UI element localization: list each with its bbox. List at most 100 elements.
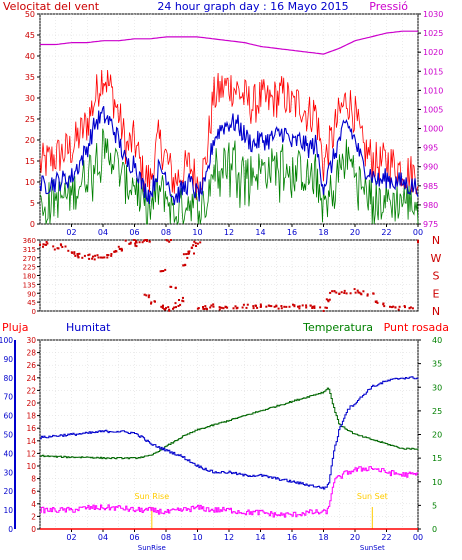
humidity-y-tick-label: 26: [26, 361, 36, 370]
direction-point: [169, 285, 172, 288]
humidity-y-tick-label: 2: [31, 512, 36, 521]
rain-y-tick-label: 0: [8, 525, 13, 534]
wind-y-tick-label: 45: [25, 31, 35, 40]
direction-point: [194, 242, 197, 245]
direction-point: [376, 301, 379, 304]
sunrise-time-label: SunRise: [138, 544, 166, 552]
compass-direction-label: W: [431, 252, 442, 265]
direction-point: [417, 241, 419, 244]
wind-y-tick-label: 0: [30, 220, 35, 229]
temperature-y-tick-label: 40: [432, 336, 442, 345]
direction-point: [150, 301, 153, 304]
direction-point: [93, 258, 96, 261]
temperature-y-tick-label: 10: [432, 478, 442, 487]
temperature-y-tick-label: 25: [432, 407, 442, 416]
temperature-axis-label: Temperatura: [302, 321, 373, 334]
direction-point: [106, 256, 109, 259]
compass-direction-label: S: [433, 270, 440, 283]
wind-y-tick-label: 40: [25, 52, 35, 61]
pressure-series-line: [40, 30, 418, 55]
direction-point: [52, 245, 55, 248]
direction-point: [192, 244, 195, 247]
direction-point: [252, 307, 255, 310]
direction-point: [409, 306, 412, 309]
compass-direction-label: N: [432, 305, 440, 318]
wind-series-wind_min: [39, 128, 419, 226]
direction-point: [186, 256, 189, 259]
direction-point: [178, 299, 180, 301]
humidity-y-tick-label: 18: [26, 412, 36, 421]
direction-point: [349, 292, 352, 295]
direction-point: [53, 248, 56, 251]
direction-point: [333, 290, 336, 293]
direction-point: [160, 305, 163, 308]
wind-x-tick-label: 22: [381, 228, 391, 237]
rain-y-tick-label: 40: [3, 449, 13, 458]
dew-point-series-line: [40, 466, 419, 518]
direction-point: [147, 296, 150, 299]
direction-point: [143, 293, 146, 296]
humidity-y-tick-label: 6: [31, 487, 36, 496]
direction-point: [366, 293, 369, 296]
temperature-series-line: [40, 387, 419, 460]
wind-y-tick-label: 15: [25, 157, 35, 166]
direction-point: [246, 303, 249, 306]
direction-point: [212, 305, 215, 308]
direction-point: [298, 307, 301, 310]
direction-point: [185, 253, 188, 256]
dew-point-axis-label: Punt rosada: [384, 321, 449, 334]
direction-point: [218, 306, 221, 309]
temperature-y-tick-label: 5: [432, 501, 437, 510]
pressure-y-tick-label: 1000: [423, 125, 443, 134]
rain-y-tick-label: 80: [3, 374, 13, 383]
humidity-y-tick-label: 4: [31, 500, 36, 509]
direction-point: [331, 290, 334, 293]
direction-point: [280, 307, 283, 310]
direction-point: [106, 254, 109, 256]
direction-point: [87, 254, 90, 257]
direction-point: [162, 304, 164, 307]
direction-point: [133, 239, 136, 241]
direction-point: [417, 239, 419, 242]
rain-y-tick-label: 30: [3, 468, 13, 477]
direction-point: [177, 305, 180, 307]
direction-point: [226, 306, 229, 309]
direction-point: [46, 242, 49, 245]
compass-direction-label: E: [433, 287, 440, 300]
wind-y-tick-label: 30: [25, 94, 35, 103]
wind-x-tick-label: 00: [413, 228, 423, 237]
direction-point: [319, 306, 322, 309]
thermo-x-tick-label: 02: [66, 533, 76, 542]
wind-y-tick-label: 50: [25, 10, 35, 19]
direction-point: [313, 307, 316, 309]
direction-point: [182, 296, 184, 299]
thermo-x-tick-label: 20: [350, 533, 360, 542]
direction-point: [280, 305, 283, 307]
rain-y-tick-label: 20: [3, 487, 13, 496]
thermo-x-tick-label: 14: [255, 533, 265, 542]
direction-point: [245, 306, 248, 309]
direction-point: [138, 241, 141, 244]
direction-point: [97, 256, 100, 259]
direction-point: [403, 305, 406, 307]
direction-point: [101, 256, 104, 259]
humidity-y-tick-label: 20: [26, 399, 36, 408]
temperature-y-tick-label: 20: [432, 431, 442, 440]
sunset-annotation: Sun Set: [357, 492, 388, 501]
rain-y-tick-label: 70: [3, 393, 13, 402]
direction-point: [366, 294, 369, 297]
direction-point: [129, 241, 132, 244]
direction-point: [181, 299, 184, 302]
pressure-y-tick-label: 1005: [423, 105, 443, 114]
thermo-x-tick-label: 22: [381, 533, 391, 542]
direction-point: [356, 289, 359, 292]
direction-point: [305, 304, 308, 307]
direction-point: [128, 242, 131, 245]
direction-point: [199, 241, 202, 244]
direction-point: [398, 305, 401, 308]
direction-point: [383, 305, 386, 308]
pressure-y-tick-label: 1015: [423, 67, 443, 76]
direction-point: [256, 306, 259, 309]
direction-point: [59, 243, 62, 246]
